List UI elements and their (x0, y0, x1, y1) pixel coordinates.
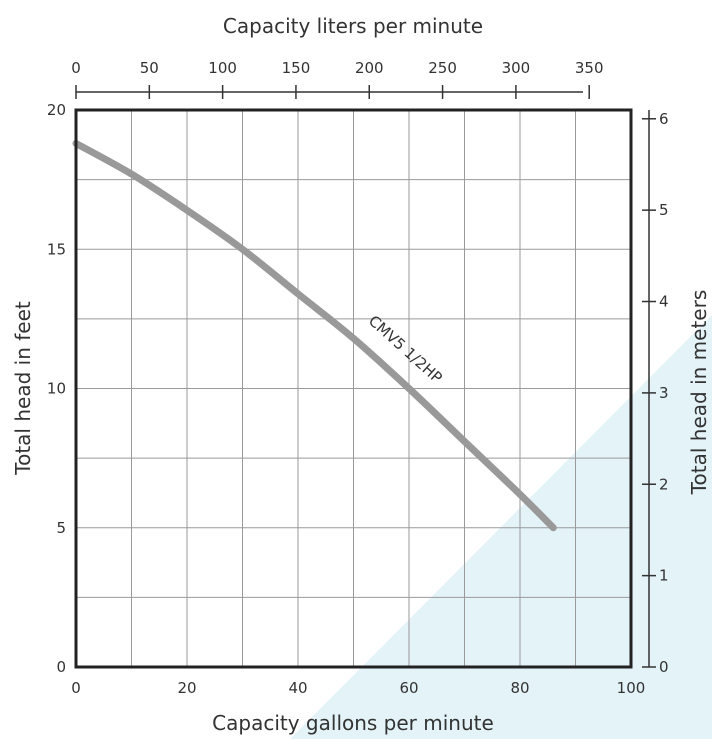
x-bottom-tick-label: 100 (617, 679, 646, 697)
x-top-tick-label: 50 (140, 59, 159, 77)
y-left-tick-label: 5 (56, 519, 66, 537)
y-left-tick-label: 0 (56, 658, 66, 676)
y-left-tick-label: 15 (47, 240, 66, 258)
right-axis-title: Total head in meters (687, 290, 711, 496)
x-top-tick-label: 100 (208, 59, 237, 77)
y-right-tick-label: 5 (659, 201, 669, 219)
series-layer (72, 139, 557, 532)
y-right-tick-label: 1 (659, 567, 669, 585)
series-label-cmv5: CMV5 1/2HP (365, 312, 446, 387)
x-top-tick-label: 150 (282, 59, 311, 77)
bottom-axis-title: Capacity gallons per minute (212, 711, 494, 735)
plot-frame (74, 108, 633, 669)
x-top-tick-label: 250 (428, 59, 457, 77)
y-right-tick-label: 0 (659, 658, 669, 676)
series-line-cmv5 (72, 139, 557, 532)
y-right-tick-label: 2 (659, 475, 669, 493)
x-top-tick-label: 200 (355, 59, 384, 77)
y-left-tick-label: 10 (47, 380, 66, 398)
grid-lines (76, 110, 631, 667)
x-bottom-tick-label: 20 (177, 679, 196, 697)
y-right-tick-label: 3 (659, 384, 669, 402)
top-axis-title: Capacity liters per minute (223, 14, 483, 38)
x-bottom-tick-label: 0 (71, 679, 81, 697)
x-top-tick-label: 0 (71, 59, 81, 77)
background-accent-triangle (290, 315, 712, 739)
x-top-tick-label: 350 (575, 59, 604, 77)
y-right-tick-label: 4 (659, 293, 669, 311)
y-right-tick-label: 6 (659, 110, 669, 128)
x-top-tick-label: 300 (502, 59, 531, 77)
x-bottom-tick-label: 80 (510, 679, 529, 697)
x-bottom-tick-label: 60 (399, 679, 418, 697)
y-left-tick-label: 20 (47, 101, 66, 119)
x-bottom-tick-label: 40 (288, 679, 307, 697)
left-axis-title: Total head in feet (11, 301, 35, 476)
